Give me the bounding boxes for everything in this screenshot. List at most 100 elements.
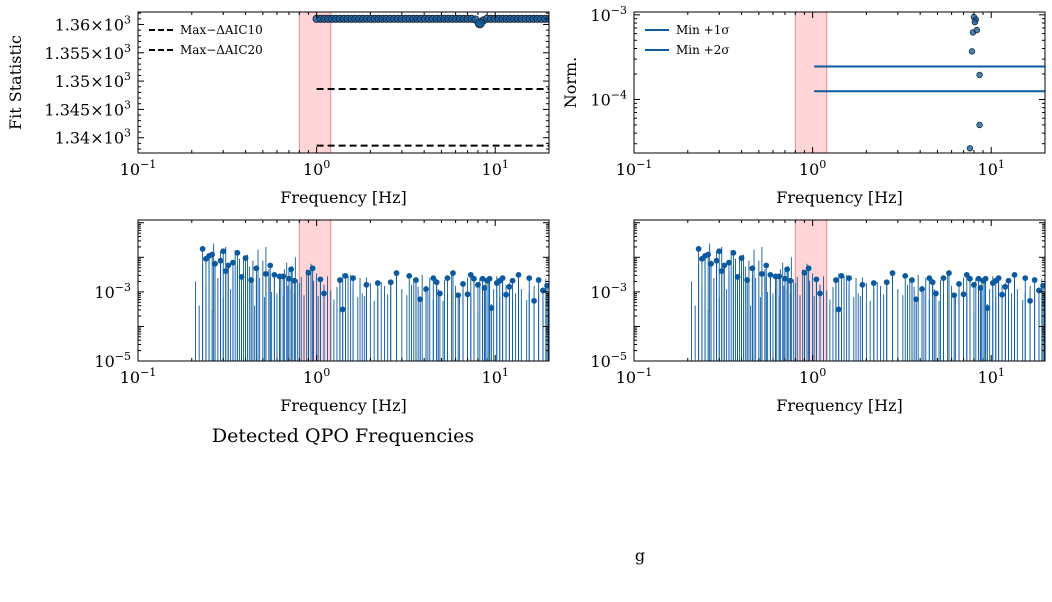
power-marker <box>813 276 820 283</box>
figure-title: Detected QPO Frequencies <box>212 425 474 447</box>
power-marker <box>222 268 229 274</box>
y-tick-label: 10−3 <box>590 281 627 302</box>
shaded-band <box>795 220 827 361</box>
power-marker <box>481 285 488 291</box>
power-marker <box>540 287 546 294</box>
panel-power-left: 10−1 100 101 10−5 10−3 Frequency [Hz] <box>94 219 550 415</box>
power-marker <box>225 262 232 269</box>
power-marker <box>321 290 327 297</box>
power-marker <box>230 259 236 266</box>
power-marker <box>705 251 712 258</box>
power-marker <box>280 273 287 280</box>
shaded-band <box>299 12 331 153</box>
power-marker <box>1031 277 1038 283</box>
norm-point <box>976 121 983 129</box>
power-marker <box>929 279 936 286</box>
power-marker <box>291 277 298 284</box>
power-marker <box>758 271 765 277</box>
power-marker <box>199 246 206 252</box>
power-marker <box>956 281 962 287</box>
power-marker <box>713 257 720 264</box>
norm-point <box>973 26 980 34</box>
power-marker <box>801 269 808 276</box>
x-tick-label: 101 <box>978 366 1005 387</box>
power-marker <box>374 280 381 286</box>
norm-point <box>971 18 979 26</box>
power-marker <box>909 277 915 283</box>
axes-frame <box>137 11 550 154</box>
power-marker <box>209 251 216 258</box>
x-tick-label: 101 <box>978 158 1005 179</box>
power-marker <box>1002 283 1009 290</box>
power-marker <box>902 272 909 279</box>
y-tick-label: 10−3 <box>590 4 627 25</box>
power-marker <box>859 281 866 288</box>
power-marker <box>234 249 241 256</box>
power-marker <box>1040 282 1045 289</box>
power-marker <box>977 285 984 291</box>
power-marker <box>503 291 509 298</box>
power-marker <box>718 268 725 274</box>
power-marker <box>708 260 714 267</box>
power-marker <box>430 275 437 282</box>
power-marker <box>960 291 967 298</box>
power-marker <box>721 262 728 269</box>
x-tick-label: 10−1 <box>120 158 157 179</box>
power-marker <box>417 296 424 303</box>
panel-fit-statistic: 10−1 100 101 1.34×103 1.345×103 1.35×103 1.355… <box>6 11 550 207</box>
power-marker <box>423 286 429 293</box>
x-tick-label: 10−1 <box>120 366 157 387</box>
y-tick-label: 1.35×103 <box>55 70 131 91</box>
x-axis-label: Frequency [Hz] <box>776 188 903 207</box>
power-marker <box>784 266 791 273</box>
power-marker <box>267 262 274 269</box>
bottom-caption: g <box>635 546 645 565</box>
power-marker <box>787 277 794 284</box>
power-marker <box>433 279 440 286</box>
power-marker <box>499 275 506 282</box>
power-marker <box>248 277 255 283</box>
power-marker <box>526 275 533 282</box>
x-axis-label: Frequency [Hz] <box>280 188 407 207</box>
y-tick-label: 10−4 <box>590 88 627 109</box>
power-marker <box>870 280 877 286</box>
axes-frame <box>633 11 1046 154</box>
power-marker <box>220 248 227 255</box>
power-marker <box>271 271 278 278</box>
power-marker <box>940 275 947 282</box>
power-marker <box>967 275 973 282</box>
power-marker <box>744 277 751 283</box>
power-marker <box>767 271 774 278</box>
power-marker <box>971 281 977 288</box>
power-marker <box>1011 271 1018 278</box>
power-marker <box>738 255 745 261</box>
legend-label: Max−ΔAIC20 <box>180 43 263 57</box>
power-marker <box>982 275 989 282</box>
power-marker <box>363 281 370 288</box>
power-marker <box>262 271 269 277</box>
fit-point <box>474 18 485 29</box>
power-marker <box>455 292 462 299</box>
y-tick-label: 1.36×103 <box>55 13 131 34</box>
power-marker <box>726 259 732 266</box>
power-marker <box>946 270 952 276</box>
power-marker <box>544 282 549 289</box>
power-marker <box>406 272 413 279</box>
power-marker <box>460 281 466 287</box>
power-marker <box>763 262 770 269</box>
power-marker <box>776 273 783 280</box>
power-marker <box>999 291 1005 298</box>
power-marker <box>515 271 522 278</box>
power-marker <box>889 270 896 276</box>
power-marker <box>730 249 737 256</box>
power-marker <box>238 274 245 280</box>
power-marker <box>212 260 218 267</box>
power-marker <box>479 275 486 282</box>
power-marker <box>1027 297 1033 304</box>
power-marker <box>846 275 852 282</box>
power-marker <box>339 306 346 313</box>
x-tick-label: 100 <box>799 366 826 387</box>
y-tick-label: 10−5 <box>590 350 627 371</box>
shaded-band <box>299 220 331 361</box>
plot-area <box>691 243 1045 361</box>
